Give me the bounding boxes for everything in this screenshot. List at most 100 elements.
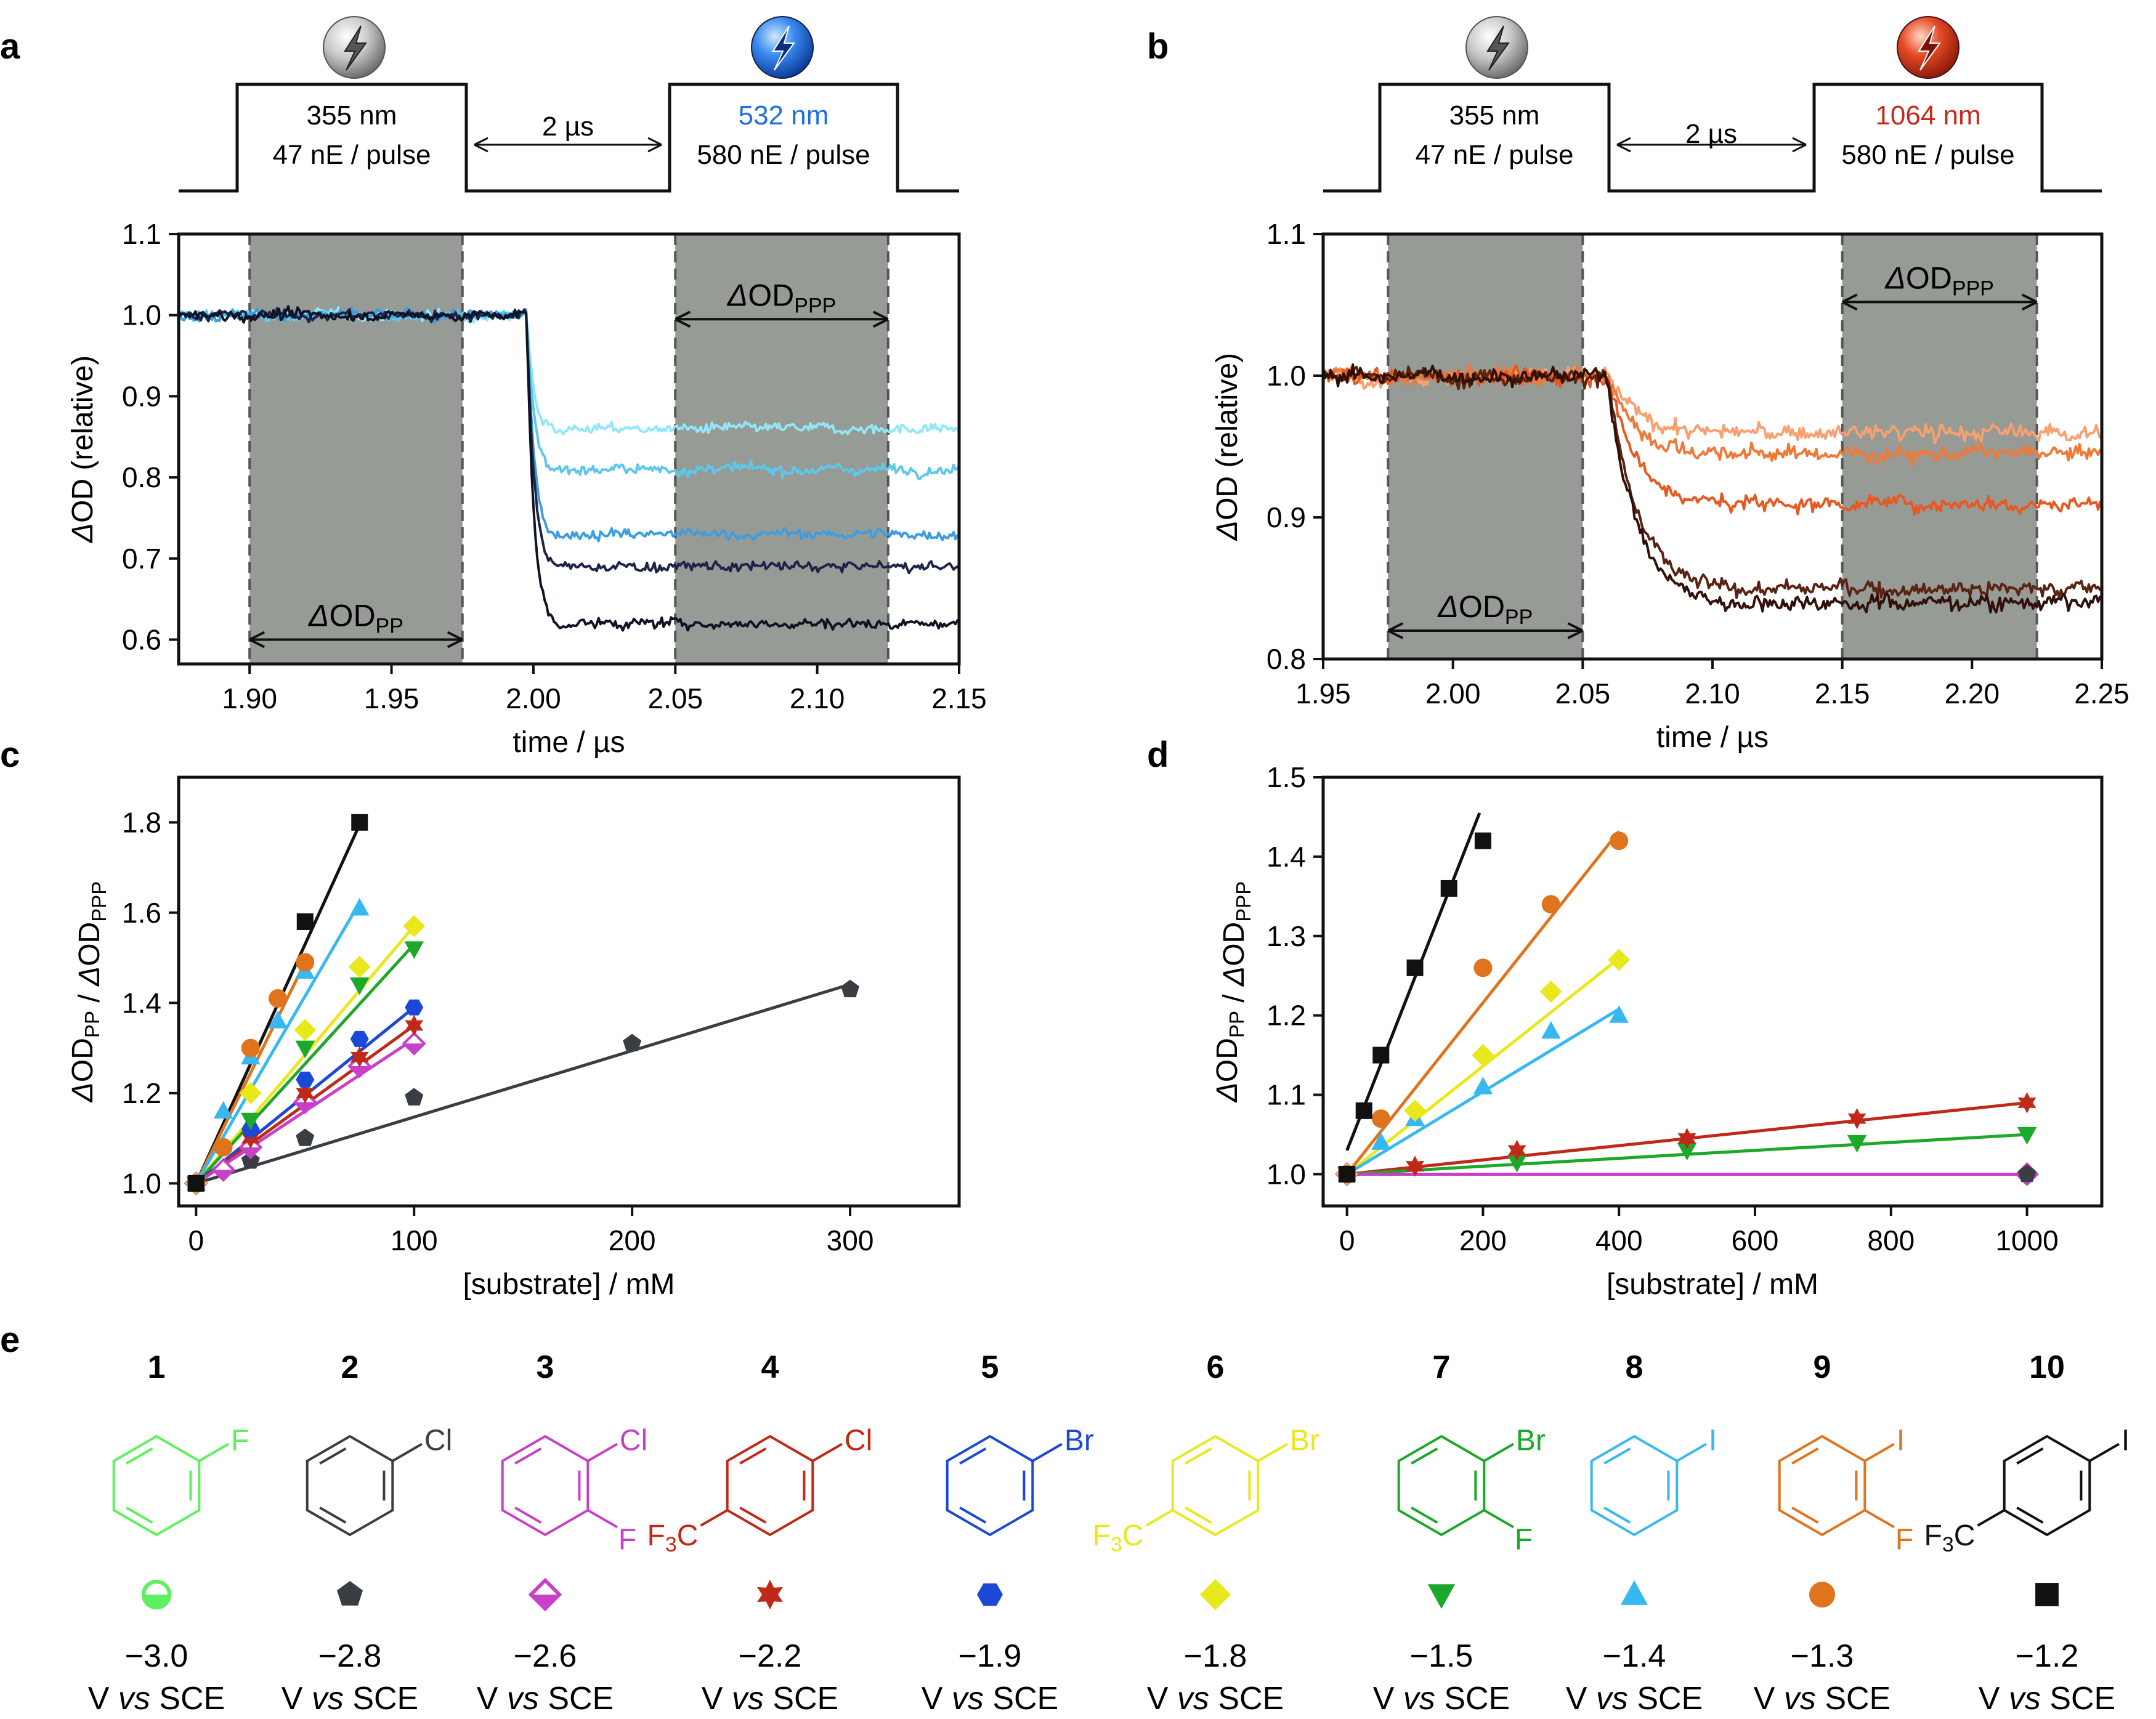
panel-letter-e: e [0, 1320, 20, 1360]
lightning-icon [1918, 25, 1941, 71]
potential-unit: V vs SCE [1754, 1681, 1891, 1717]
compound-marker [1620, 1580, 1648, 1605]
substituent-label: F [231, 1425, 249, 1457]
chart-a: 1.90 1.95 2.00 2.05 2.10 2.15 0.6 0.7 0.8 0.9 1.0 1… [67, 218, 987, 759]
compound-number: 3 [537, 1349, 554, 1385]
compound-marker [757, 1579, 783, 1610]
substituent-bond [1257, 1442, 1288, 1462]
od-ppp-arrow [675, 310, 889, 328]
data-point [1472, 1044, 1494, 1067]
trace-group [179, 305, 959, 632]
data-point [1608, 948, 1631, 971]
x-axis-label: time / µs [513, 726, 625, 759]
plot-frame [177, 775, 961, 1208]
data-point [350, 1030, 369, 1047]
data-point [404, 941, 424, 959]
marker-fill [530, 1595, 560, 1609]
double-bond [2016, 1447, 2044, 1465]
x-axis-label: time / µs [1656, 721, 1769, 754]
potential-unit: V vs SCE [922, 1681, 1059, 1717]
potential-value: −1.3 [1791, 1638, 1854, 1674]
x-tick-label: 2.10 [790, 682, 845, 714]
compound-marker [337, 1580, 363, 1606]
potential-unit: V vs SCE [1147, 1681, 1284, 1717]
compound-marker [141, 1579, 172, 1610]
substituent-label: F3C [1924, 1519, 1975, 1556]
data-point [405, 1014, 424, 1037]
od-pp-label: ΔODPP [308, 598, 403, 637]
data-point [1404, 1099, 1426, 1122]
substituent-bond [1032, 1442, 1063, 1462]
compound-2: 2 Cl −2.8 V vs SCE [282, 1349, 452, 1717]
double-bond [2016, 1507, 2044, 1524]
data-point [1847, 1108, 1866, 1130]
x-tick-label: 2.10 [1685, 677, 1740, 710]
substituent-bond [1483, 1509, 1514, 1529]
data-point [1541, 895, 1560, 914]
double-bond [1603, 1507, 1631, 1524]
substituent-bond [2089, 1442, 2120, 1462]
substituent-bond [1145, 1509, 1173, 1527]
potential-value: −2.2 [739, 1638, 802, 1674]
od-ppp-label: ΔODPPP [1884, 261, 1994, 300]
compound-number: 2 [341, 1349, 359, 1385]
data-point [269, 989, 288, 1008]
substituent-bond [198, 1442, 229, 1462]
y-axis-label: ΔOD (relative) [67, 355, 99, 543]
compound-number: 1 [148, 1349, 166, 1385]
fit-line [1345, 830, 1621, 1175]
pulse-scheme-b: 355 nm 47 nE / pulse 2 µs 1064 nm 580 nE… [1323, 16, 2102, 193]
data-point [351, 814, 368, 831]
data-point [2017, 1092, 2036, 1114]
data-point [350, 1046, 369, 1068]
data-point [1474, 832, 1491, 849]
substituent-label: Br [1290, 1425, 1319, 1457]
lightning-icon [1486, 25, 1510, 71]
od-pp-arrow [249, 631, 463, 649]
y-tick-label: 0.9 [122, 380, 161, 412]
shaded-region [675, 234, 888, 664]
data-point [1406, 1155, 1424, 1177]
chart-c: 0 100 200 300 1.0 1.2 1.4 1.6 1.8 [substrate] / m… [67, 775, 961, 1301]
double-bond [319, 1507, 347, 1524]
y-tick-label: 0.8 [122, 461, 161, 493]
x-tick-label: 1.90 [222, 682, 277, 714]
data-point [405, 999, 424, 1016]
x-tick-label: 2.20 [1945, 677, 2000, 710]
data-point [241, 1112, 261, 1131]
potential-value: −2.6 [514, 1638, 577, 1674]
double-bond [1791, 1507, 1819, 1524]
substituent-bond [587, 1509, 618, 1529]
y-axis-label: ΔODPP / ΔODPPP [67, 881, 110, 1103]
substituent-bond [1483, 1442, 1514, 1462]
data-point [1610, 831, 1629, 851]
compound-marker [528, 1577, 562, 1612]
data-point [2017, 1164, 2036, 1183]
fit-line [195, 902, 361, 1184]
y-tick-label: 0.9 [1266, 501, 1306, 533]
data-point [296, 953, 315, 972]
y-tick-label: 1.1 [1266, 1079, 1306, 1111]
panel-letter-a: a [0, 26, 20, 67]
compound-number: 8 [1626, 1349, 1643, 1385]
y-axis-label: ΔOD (relative) [1211, 353, 1244, 541]
double-bond [739, 1447, 767, 1465]
trace-line [1323, 365, 2102, 599]
double-bond [959, 1447, 987, 1465]
double-bond [1791, 1447, 1819, 1465]
od-ppp-arrow [1841, 293, 2038, 311]
shaded-region [249, 234, 463, 664]
benzene-ring [1171, 1434, 1260, 1537]
substituent-bond [1864, 1442, 1895, 1462]
x-tick-label: 2.25 [2074, 677, 2130, 710]
data-point [1339, 1165, 1356, 1183]
trace-line [1323, 363, 2102, 614]
data-point [1473, 958, 1493, 977]
pulse-scheme-a: 355 nm 47 nE / pulse 2 µs 532 nm 580 nE … [179, 16, 959, 193]
x-tick-label: 200 [1459, 1224, 1507, 1256]
trace-line [179, 305, 959, 632]
benzene-ring [1397, 1434, 1486, 1537]
x-tick-label: 300 [827, 1224, 874, 1256]
y-tick-label: 1.1 [1266, 218, 1306, 250]
compound-5: 5 Br −1.9 V vs SCE [922, 1349, 1094, 1717]
